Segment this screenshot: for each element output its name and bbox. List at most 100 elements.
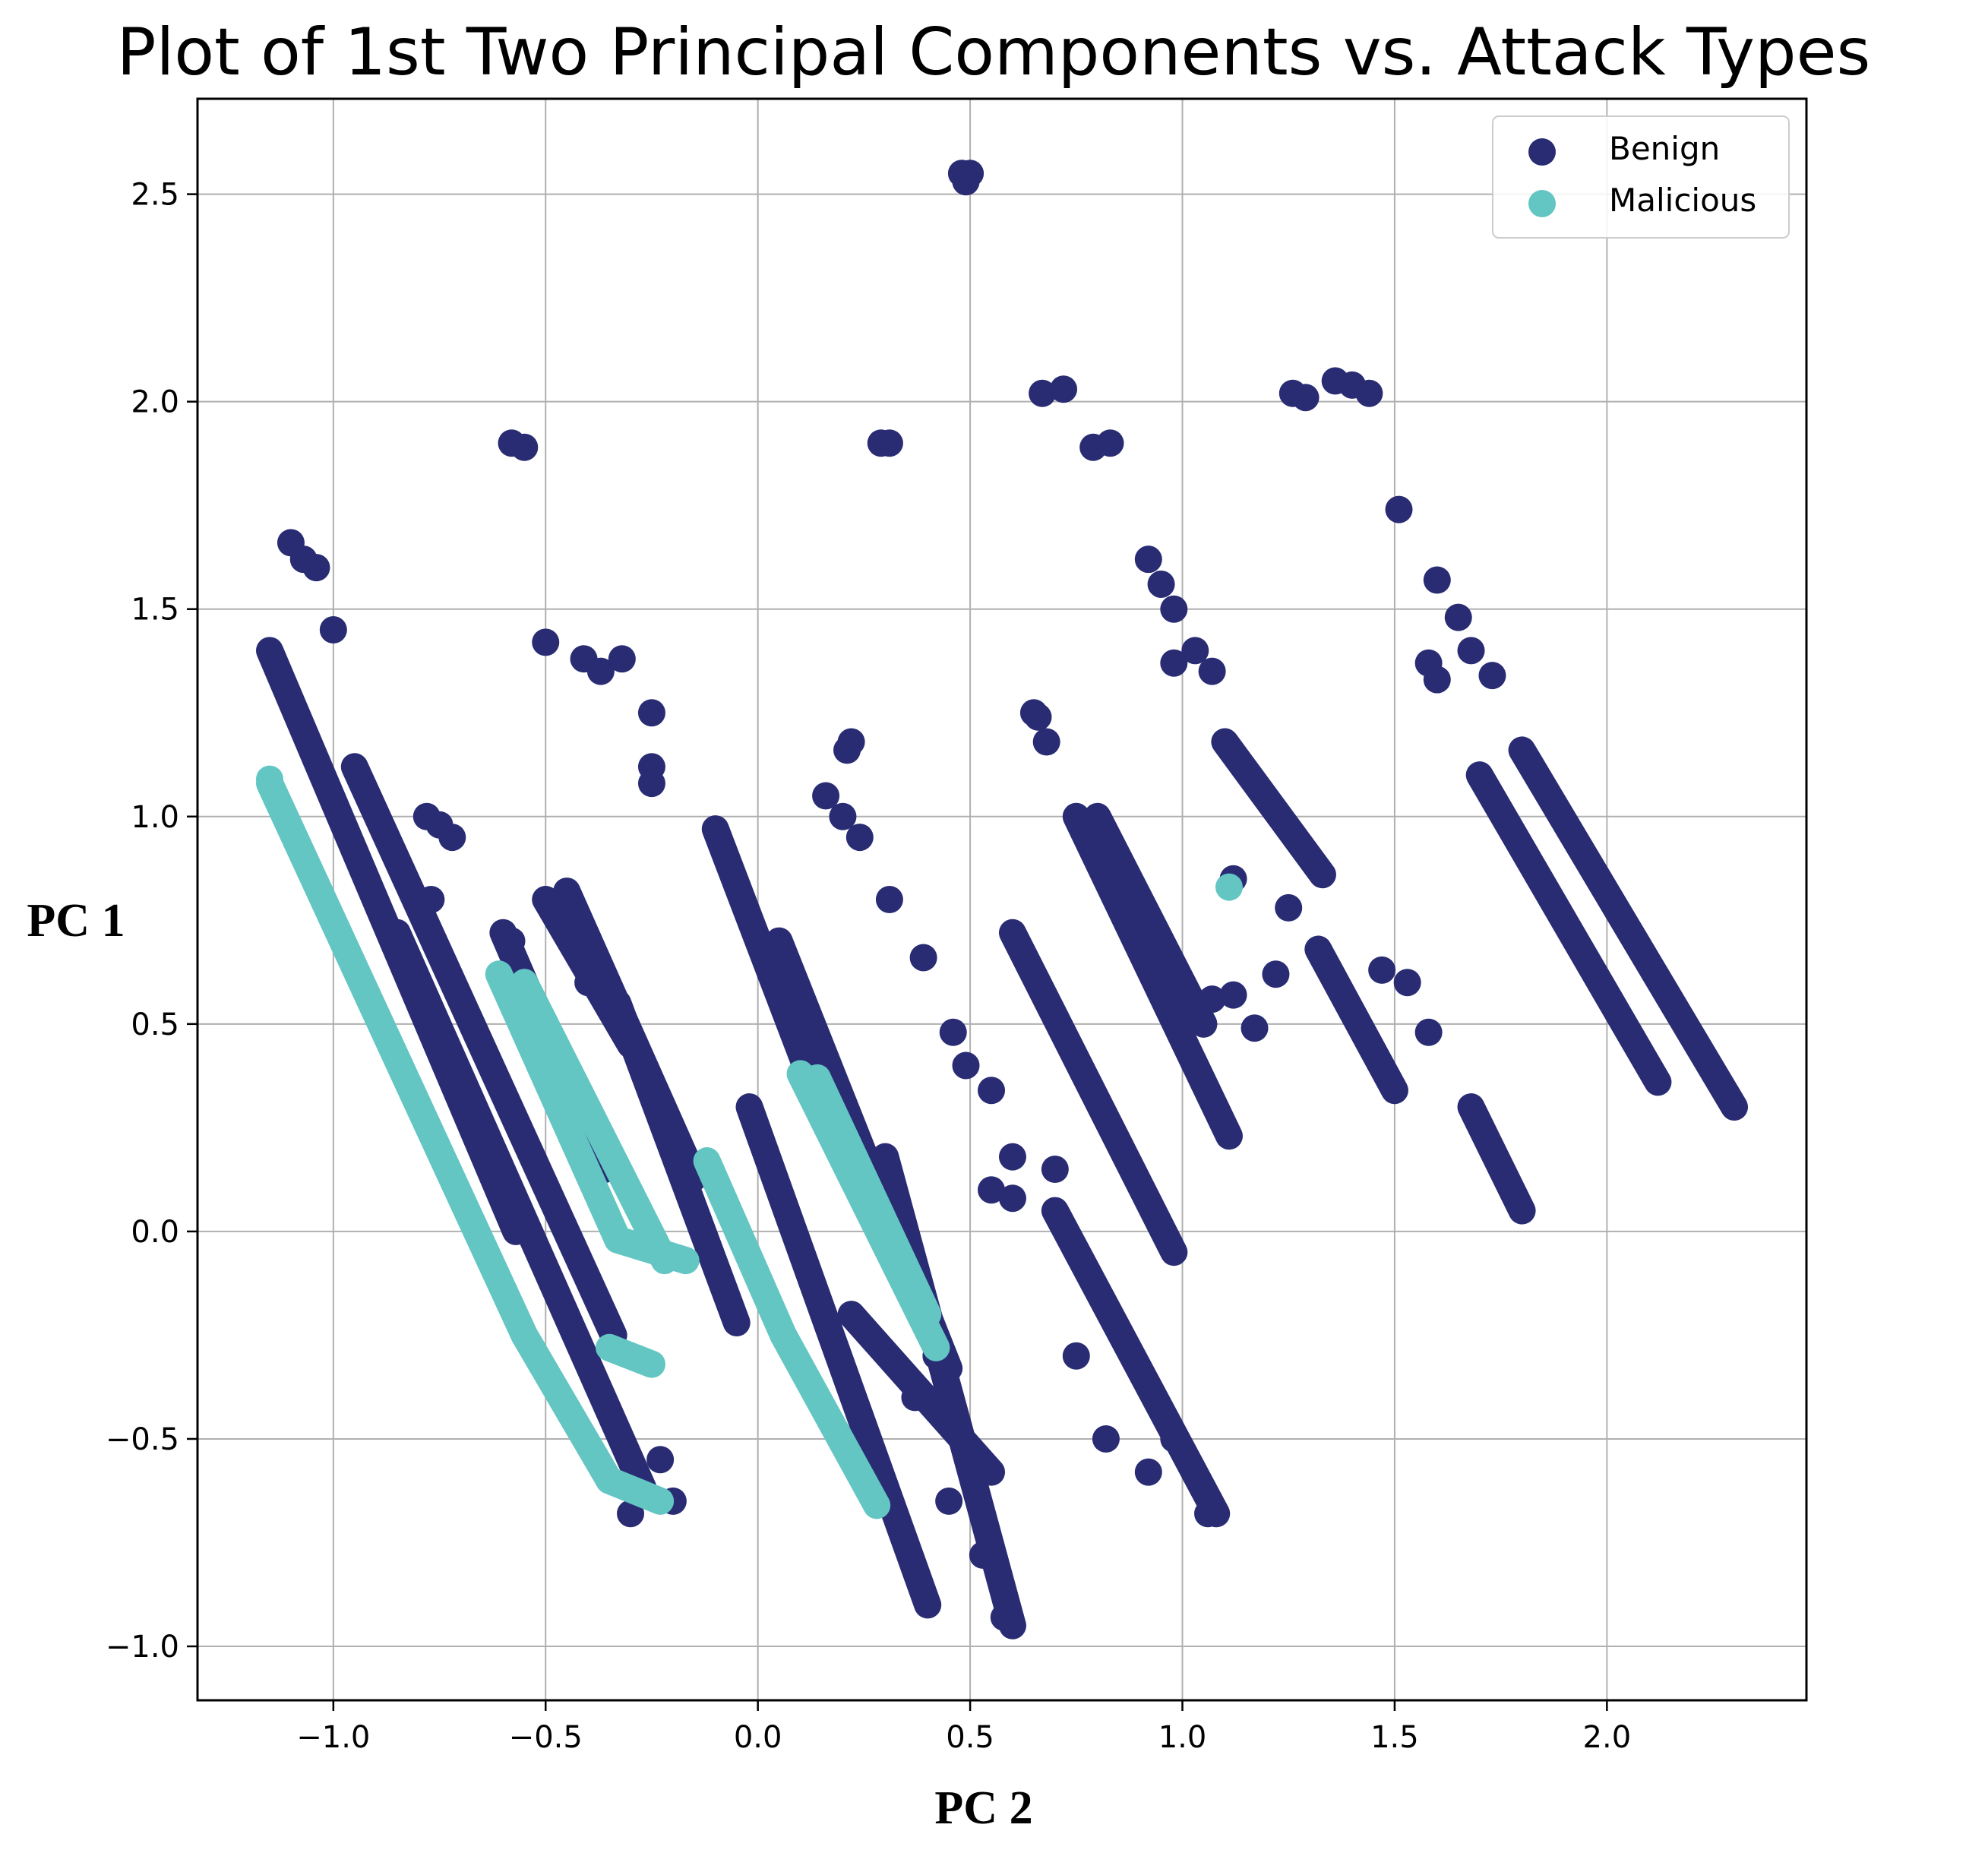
- scatter-cluster-benign: [383, 919, 657, 1503]
- scatter-point-benign: [1393, 969, 1421, 997]
- scatter-point-benign: [1198, 657, 1226, 685]
- scatter-point-benign: [1291, 384, 1320, 412]
- scatter-point-benign: [1024, 703, 1052, 731]
- scatter-point-benign: [845, 824, 874, 852]
- scatter-cluster-benign: [735, 1093, 942, 1619]
- scatter-point-benign: [875, 429, 903, 457]
- y-tick-label: 0.5: [131, 1007, 179, 1042]
- legend-marker-malicious: [1528, 190, 1556, 217]
- scatter-point-benign: [998, 1184, 1026, 1213]
- scatter-point-benign: [1160, 649, 1188, 677]
- x-tick-label: −1.0: [296, 1720, 370, 1755]
- scatter-point-benign: [1062, 1342, 1090, 1370]
- x-tick-label: 0.0: [734, 1720, 782, 1755]
- scatter-cluster-benign: [1465, 761, 1672, 1096]
- scatter-point-benign: [837, 728, 865, 756]
- y-tick-label: 2.5: [131, 178, 179, 213]
- scatter-point-benign: [978, 1077, 1006, 1105]
- scatter-point-benign: [901, 1383, 929, 1412]
- scatter-point-benign: [1457, 637, 1485, 665]
- scatter-point-benign: [1423, 666, 1451, 694]
- x-axis: −1.0 −0.5 0.0 0.5 1.0 1.5 2.0: [296, 1700, 1631, 1755]
- scatter-point-benign: [586, 657, 615, 685]
- chart-title: Plot of 1st Two Principal Components vs.…: [117, 14, 1871, 90]
- scatter-cluster-benign: [604, 989, 751, 1337]
- scatter-point-benign: [1385, 495, 1413, 523]
- scatter-cluster-benign: [1457, 1093, 1536, 1225]
- scatter-point-benign: [302, 554, 330, 582]
- scatter-point-benign: [969, 1541, 997, 1569]
- scatter-point-benign: [637, 699, 665, 727]
- legend-label-malicious: Malicious: [1609, 182, 1756, 219]
- scatter-point-benign: [1032, 728, 1060, 756]
- scatter-point-benign: [1478, 662, 1506, 690]
- scatter-point-benign: [875, 886, 903, 913]
- scatter-point-benign: [1096, 429, 1124, 457]
- x-tick-label: −0.5: [509, 1720, 583, 1755]
- scatter-point-benign: [1181, 637, 1209, 665]
- legend: Benign Malicious: [1492, 115, 1790, 239]
- scatter-cluster-benign: [1508, 736, 1748, 1121]
- scatter-point-benign: [1423, 566, 1451, 594]
- scatter-point-benign: [935, 1487, 963, 1515]
- y-tick-label: 1.5: [131, 593, 179, 628]
- scatter-point-benign: [1414, 1018, 1443, 1046]
- scatter-point-benign: [646, 1446, 675, 1474]
- y-tick-label: 2.0: [131, 385, 179, 420]
- scatter-point-benign: [1275, 893, 1303, 922]
- scatter-point-benign: [1355, 379, 1383, 407]
- y-tick-label: 1.0: [131, 800, 179, 835]
- scatter-point-benign: [532, 628, 560, 656]
- scatter-point-benign: [1134, 1458, 1162, 1486]
- y-axis: −1.0 −0.5 0.0 0.5 1.0 1.5 2.0 2.5: [106, 178, 198, 1665]
- scatter-point-benign: [998, 1143, 1026, 1171]
- scatter-cluster-malicious: [803, 1064, 942, 1329]
- scatter-point-benign: [1029, 379, 1057, 407]
- scatter-cluster-benign: [1211, 728, 1336, 889]
- scatter-point-benign: [637, 753, 665, 781]
- scatter-cluster-malicious: [604, 1225, 700, 1275]
- scatter-cluster-malicious: [485, 960, 632, 1254]
- series-malicious: [256, 765, 1243, 1519]
- scatter-point-benign: [978, 1176, 1006, 1204]
- scatter-point-benign: [1262, 960, 1290, 988]
- scatter-point-benign: [1160, 1425, 1188, 1453]
- scatter-point-benign: [1050, 375, 1078, 403]
- scatter-point-benign: [498, 927, 526, 955]
- scatter-point-malicious: [1215, 873, 1243, 901]
- scatter-point-malicious: [256, 765, 284, 793]
- scatter-cluster-malicious: [510, 1321, 624, 1494]
- scatter-cluster-malicious: [693, 1147, 798, 1349]
- scatter-point-benign: [1219, 981, 1247, 1009]
- scatter-cluster-benign: [1041, 1197, 1231, 1528]
- x-tick-label: 2.0: [1583, 1720, 1632, 1755]
- scatter-point-benign: [1241, 1014, 1269, 1042]
- scatter-point-benign: [1160, 595, 1188, 623]
- scatter-cluster-malicious: [596, 1333, 665, 1378]
- legend-box: [1492, 115, 1790, 239]
- scatter-point-benign: [1444, 603, 1472, 631]
- scatter-cluster-benign: [340, 753, 627, 1349]
- legend-label-benign: Benign: [1609, 130, 1720, 167]
- scatter-point-benign: [617, 1500, 645, 1528]
- scatter-point-benign: [909, 944, 937, 972]
- x-axis-label: PC 2: [934, 1782, 1032, 1834]
- scatter-cluster-benign: [998, 919, 1188, 1266]
- scatter-point-benign: [829, 802, 857, 830]
- scatter-point-benign: [1147, 570, 1175, 598]
- scatter-point-benign: [1092, 1425, 1120, 1453]
- y-tick-label: 0.0: [131, 1215, 179, 1250]
- plot-area: [256, 160, 1748, 1640]
- scatter-point-benign: [812, 782, 840, 810]
- scatter-point-benign: [1194, 1500, 1222, 1528]
- scatter-cluster-malicious: [256, 770, 539, 1349]
- scatter-point-benign: [319, 616, 347, 644]
- series-benign: [256, 160, 1748, 1640]
- scatter-point-benign: [952, 1051, 980, 1080]
- scatter-cluster-benign: [1062, 802, 1243, 1150]
- x-tick-label: 0.5: [946, 1720, 994, 1755]
- scatter-point-benign: [510, 433, 539, 461]
- scatter-point-benign: [1041, 1155, 1069, 1183]
- scatter-point-benign: [1198, 985, 1226, 1013]
